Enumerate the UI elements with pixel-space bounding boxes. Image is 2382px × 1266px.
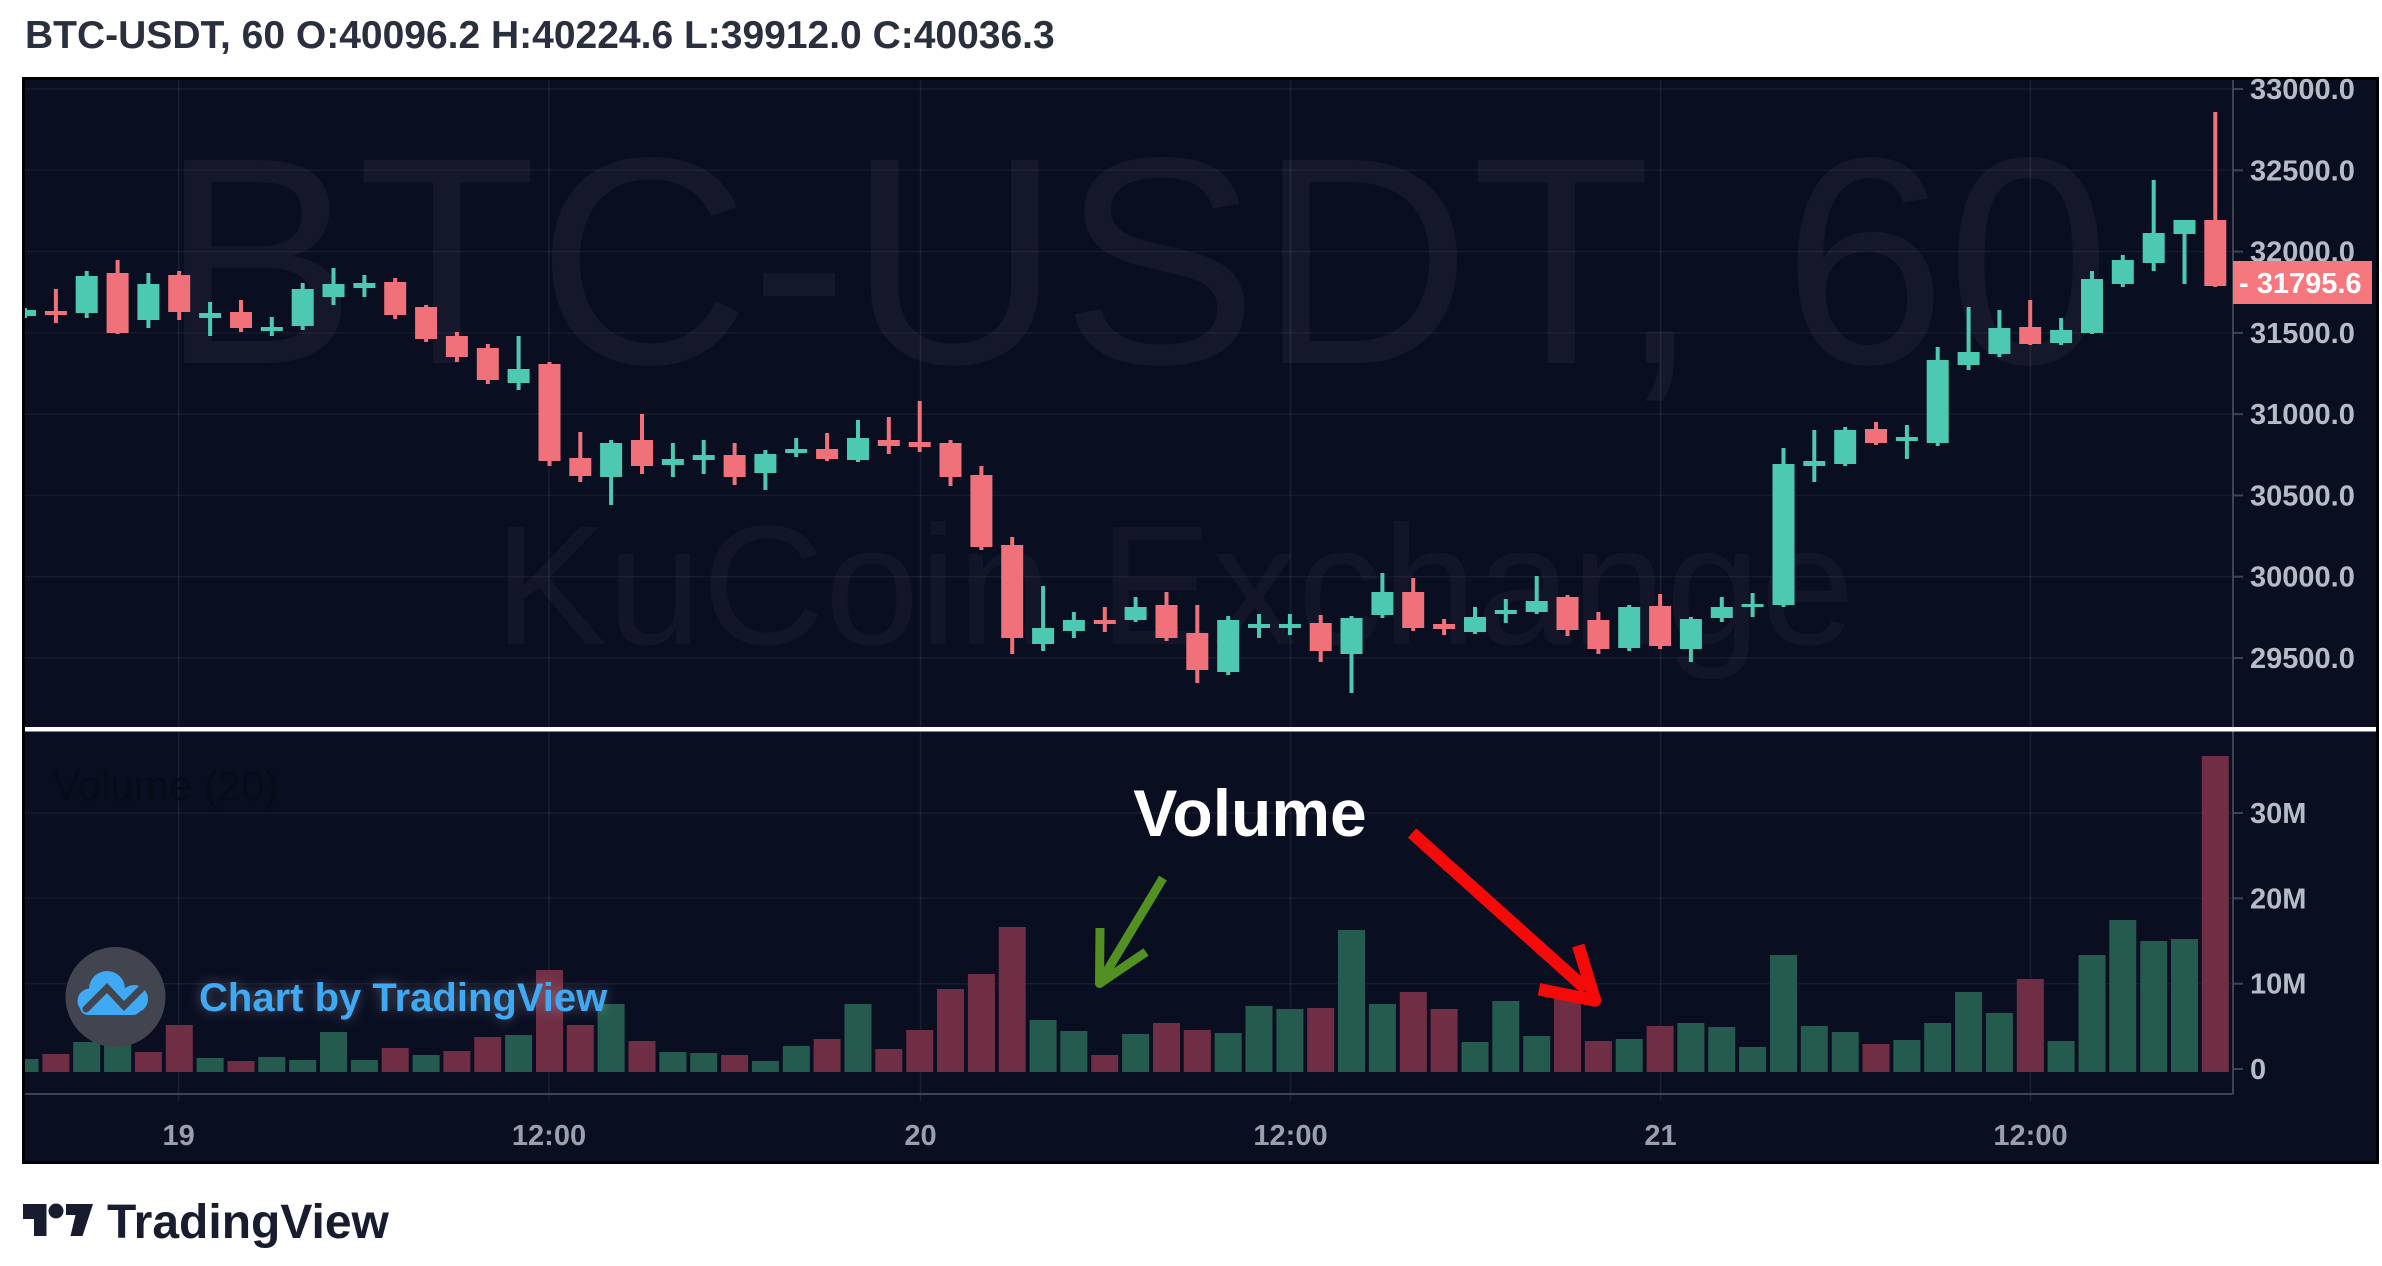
svg-text:12:00: 12:00 <box>1993 1120 2067 1152</box>
svg-text:31000.0: 31000.0 <box>2250 399 2355 431</box>
svg-text:29500.0: 29500.0 <box>2250 643 2355 675</box>
svg-text:- 31795.6: - 31795.6 <box>2239 268 2362 300</box>
svg-text:12:00: 12:00 <box>512 1120 586 1152</box>
svg-text:30M: 30M <box>2250 798 2306 830</box>
svg-text:Volume: Volume <box>1133 776 1366 850</box>
svg-text:12:00: 12:00 <box>1253 1120 1327 1152</box>
svg-text:10M: 10M <box>2250 969 2306 1001</box>
svg-text:Volume (20): Volume (20) <box>52 762 278 809</box>
svg-text:31500.0: 31500.0 <box>2250 318 2355 350</box>
svg-text:20M: 20M <box>2250 883 2306 915</box>
svg-text:KuCoin Exchange: KuCoin Exchange <box>494 491 1855 681</box>
svg-text:19: 19 <box>162 1120 194 1152</box>
svg-text:32500.0: 32500.0 <box>2250 155 2355 187</box>
svg-text:Chart by TradingView: Chart by TradingView <box>199 976 608 1020</box>
svg-text:33000.0: 33000.0 <box>2250 74 2355 106</box>
svg-text:BTC-USDT, 60 O:40096.2 H:40224: BTC-USDT, 60 O:40096.2 H:40224.6 L:39912… <box>25 14 1055 57</box>
svg-text:0: 0 <box>2250 1054 2266 1086</box>
svg-text:TradingView: TradingView <box>107 1196 390 1249</box>
svg-text:30000.0: 30000.0 <box>2250 562 2355 594</box>
svg-text:30500.0: 30500.0 <box>2250 480 2355 512</box>
svg-text:21: 21 <box>1644 1120 1676 1152</box>
svg-text:20: 20 <box>904 1120 936 1152</box>
svg-text:BTC-USDT, 60: BTC-USDT, 60 <box>160 96 2111 426</box>
svg-text:Chart by TradingView: Chart by TradingView <box>199 976 608 1020</box>
